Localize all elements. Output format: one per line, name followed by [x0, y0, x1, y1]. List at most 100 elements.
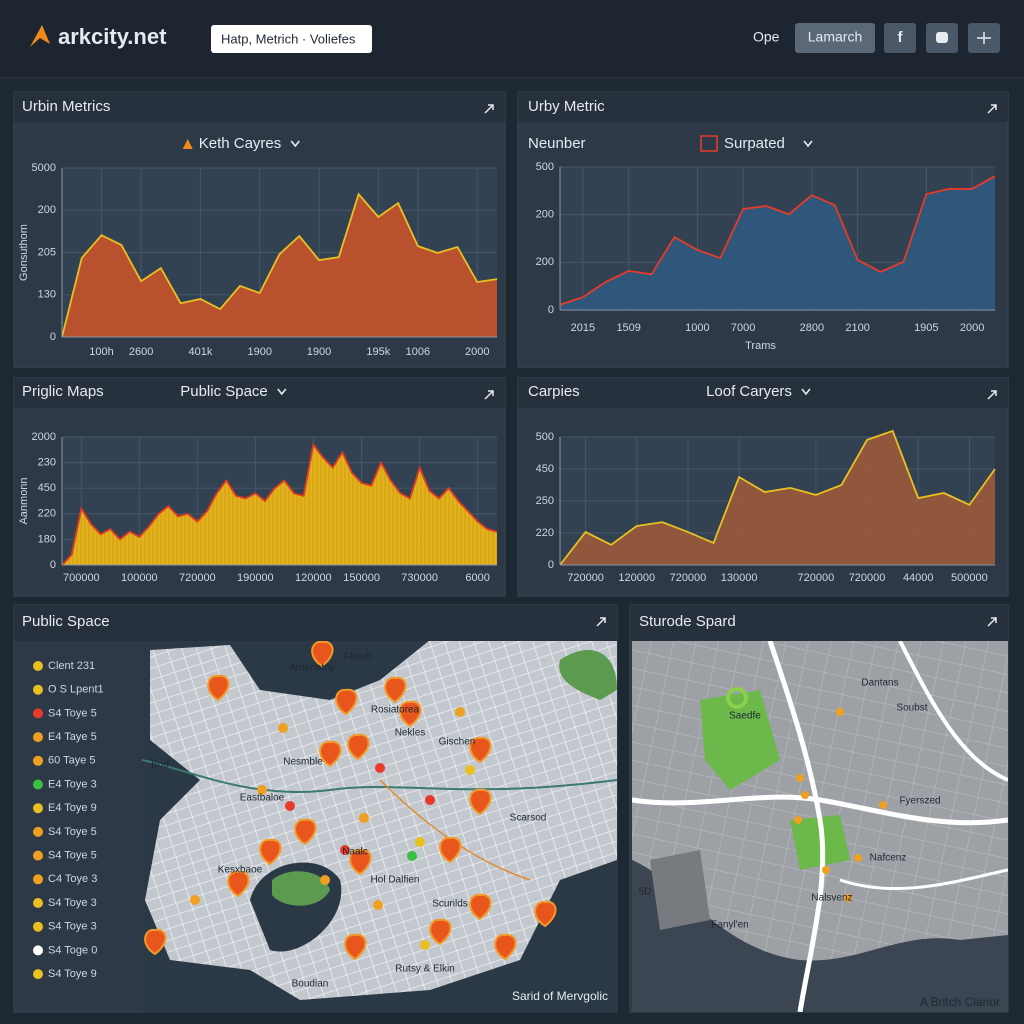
y-tick-label: 0 [548, 559, 554, 571]
expand-icon[interactable] [987, 617, 997, 627]
dropdown-icon [182, 139, 193, 149]
marker [285, 801, 295, 811]
hotspot [335, 688, 358, 716]
logo[interactable]: arkcity.net [58, 24, 167, 49]
y-tick-label: 250 [536, 495, 554, 507]
hotspot [207, 674, 230, 702]
map-label: Nesmble [283, 757, 323, 768]
logo-icon [30, 25, 50, 47]
expand-icon[interactable] [484, 104, 494, 114]
legend-dot [33, 661, 43, 671]
x-tick-label: 401k [188, 346, 212, 358]
marker [844, 894, 852, 902]
y-tick-label: 0 [50, 331, 56, 343]
hotspot [349, 848, 372, 876]
map-label: Nafcenz [870, 853, 907, 864]
marker [420, 940, 430, 950]
dropdown[interactable]: Loof Caryers [706, 383, 792, 400]
icon [936, 32, 948, 43]
legend-label: O S Lpent1 [48, 684, 104, 696]
hotspot [347, 733, 370, 761]
hotspot [259, 838, 282, 866]
panel-header [14, 92, 505, 122]
map-label: 5D [639, 887, 652, 898]
legend-label: E4 Toye 9 [48, 802, 97, 814]
legend-label: S4 Toge 0 [48, 944, 97, 956]
hotspot [384, 676, 407, 704]
area-fill [560, 176, 995, 310]
x-tick-label: 2600 [129, 346, 153, 358]
expand-icon[interactable] [484, 390, 494, 400]
x-tick-label: 2015 [571, 322, 595, 334]
legend-label: C4 Toye 3 [48, 873, 97, 885]
map-label: Boudian [292, 979, 329, 990]
legend-label: S4 Toye 3 [48, 897, 97, 909]
marker [465, 765, 475, 775]
button[interactable] [795, 23, 875, 53]
marker [879, 801, 887, 809]
legend-swatch [700, 135, 718, 152]
marker [796, 774, 804, 782]
map-label: Fyerszed [899, 796, 940, 807]
y-tick-label: 450 [536, 463, 554, 475]
dropdown[interactable]: Public Space [180, 383, 268, 400]
marker [190, 895, 200, 905]
x-tick-label: 500000 [951, 572, 988, 584]
dropdown[interactable]: Keth Cayres [199, 135, 282, 152]
legend-label: 60 Taye 5 [48, 755, 96, 767]
panel-title: Priglic Maps [22, 383, 104, 400]
panel-header [518, 378, 1008, 408]
hotspot [494, 933, 517, 961]
x-tick-label: 1900 [307, 346, 331, 358]
search-box[interactable] [211, 25, 372, 53]
map-caption: Sarid of Mervgolic [512, 989, 608, 1003]
map-sturode[interactable]: Dantans Soubst Saedfe Fyerszed Nafcenz Nalsve… [632, 641, 1008, 1012]
legend-dot [33, 826, 43, 837]
icon-button[interactable] [884, 23, 916, 53]
map-public-space[interactable]: Fkeub Arneriatoy Rosiatorea Nekles Gischen Ne… [142, 640, 617, 1012]
marker [320, 875, 330, 885]
hotspot [319, 740, 342, 768]
marker [415, 837, 425, 847]
legend-label: Clent 231 [48, 660, 95, 672]
legend-dot [33, 732, 43, 743]
x-tick-label: 120000 [295, 572, 332, 584]
legend-label[interactable]: Surpated [724, 135, 785, 152]
x-tick-label: 720000 [798, 572, 835, 584]
line [61, 192, 498, 338]
x-tick-label: 2000 [960, 322, 984, 334]
chevron[interactable] [290, 140, 300, 148]
chevron[interactable] [803, 140, 813, 148]
legend-label: E4 Taye 5 [48, 731, 97, 743]
x-tick-label: 195k [366, 346, 390, 358]
icon [977, 32, 991, 44]
panel-title: Urby Metric [528, 98, 605, 115]
legend-dot [33, 779, 43, 790]
legend-label: S4 Toye 5 [48, 850, 97, 862]
map-label: Dantans [861, 678, 898, 689]
map-label: Scurilds [432, 899, 468, 910]
legend-dot [33, 921, 43, 932]
expand-icon[interactable] [987, 104, 997, 114]
map-label: Arneriatoy [289, 663, 335, 674]
y-tick-label: 0 [50, 559, 56, 571]
x-tick-label: 2800 [800, 322, 824, 334]
panel-title: Sturode Spard [639, 613, 736, 630]
y-tick-label: 0 [548, 304, 554, 316]
marker [340, 845, 350, 855]
x-tick-label: 1900 [247, 346, 271, 358]
map-label: Naalc [342, 847, 368, 858]
y-tick-label: 450 [38, 482, 56, 494]
expand-icon[interactable] [987, 390, 997, 400]
chevron[interactable] [801, 388, 811, 396]
subtitle: Neunber [528, 135, 586, 152]
map-label: Rutsy & Elkin [395, 964, 454, 975]
x-tick-label: 190000 [237, 572, 274, 584]
y-tick-label: 2000 [32, 431, 56, 443]
y-axis-label: Gonsuthom [18, 224, 30, 281]
chevron[interactable] [277, 388, 287, 396]
nav-link[interactable]: Ope [753, 29, 780, 45]
expand-icon[interactable] [596, 617, 606, 627]
x-tick-label: 1006 [406, 346, 430, 358]
